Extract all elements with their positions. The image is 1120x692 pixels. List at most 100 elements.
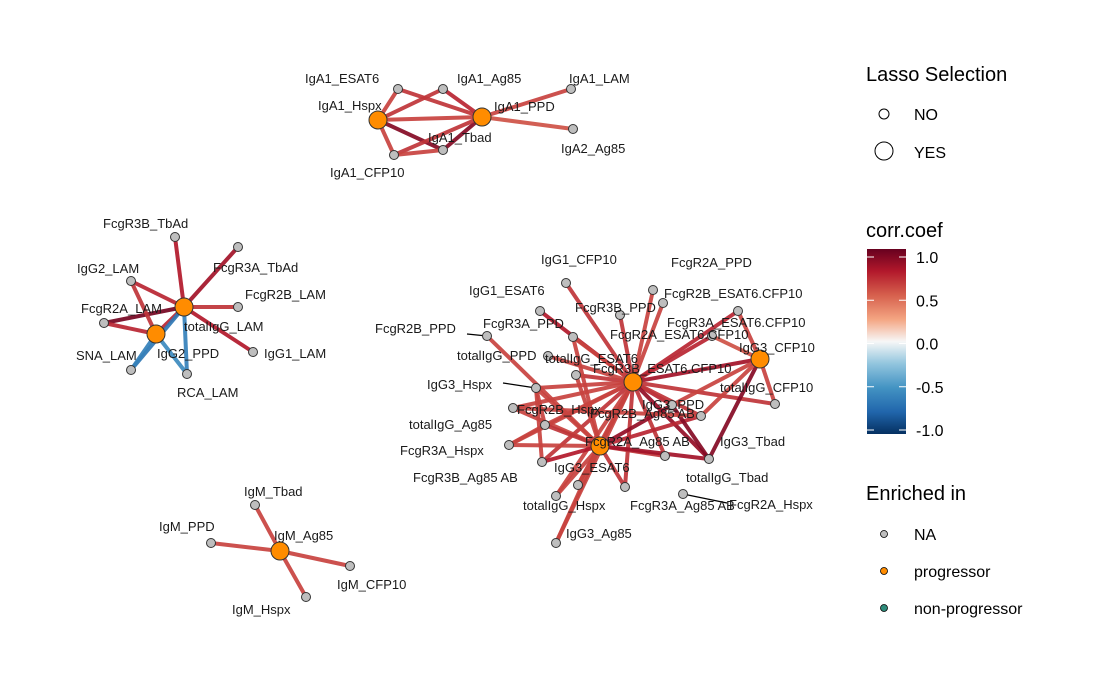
node-igg3-tbad[interactable] bbox=[704, 454, 714, 464]
edge-fcgr3b-esat6-cfp10--fcgr3a-ppd bbox=[571, 335, 635, 384]
edge-fcgr2a-ag85-ab--totaligg-hspx bbox=[554, 444, 602, 498]
node-fcgr3a-ag85-ab[interactable] bbox=[620, 482, 630, 492]
node-totaligg-cfp10[interactable] bbox=[770, 399, 780, 409]
node-fcgr2a-ag85-ab[interactable] bbox=[590, 436, 610, 456]
node-igg1-lam[interactable] bbox=[248, 347, 258, 357]
node-igm-tbad[interactable] bbox=[250, 500, 260, 510]
edge-iga1-cfp10--iga1-tbad bbox=[392, 148, 445, 157]
node-totaligg-lam[interactable] bbox=[174, 297, 194, 317]
legend: Lasso Selection NO YES corr.coef 1.0 0.5 0… bbox=[866, 64, 1023, 618]
node-igm-cfp10[interactable] bbox=[345, 561, 355, 571]
node-fcgr2a-lam[interactable] bbox=[99, 318, 109, 328]
node-iga1-ag85[interactable] bbox=[438, 84, 448, 94]
enriched-non-progressor-key bbox=[880, 604, 888, 612]
edge-igg3-cfp10--igg3-tbad bbox=[707, 357, 762, 461]
edge-fcgr3b-esat6-cfp10--fcgr3b-ppd bbox=[618, 313, 635, 384]
node-label-totaligg-cfp10: totalIgG_CFP10 bbox=[720, 380, 813, 395]
node-fcgr3a-tbad[interactable] bbox=[233, 242, 243, 252]
node-label-fcgr3a-esat6-cfp10: FcgR3A_ESAT6.CFP10 bbox=[667, 315, 805, 330]
node-fcgr3a-ppd[interactable] bbox=[568, 332, 578, 342]
node-igg3-cfp10[interactable] bbox=[750, 349, 770, 369]
node-label-totaligg-ag85: totalIgG_Ag85 bbox=[409, 417, 492, 432]
lasso-no-label: NO bbox=[914, 107, 938, 124]
edge-fcgr2a-ag85-ab--igg3-esat6 bbox=[540, 444, 602, 464]
node-igm-hspx[interactable] bbox=[301, 592, 311, 602]
edge-igg3-esat6--igg3-hspx bbox=[534, 386, 544, 464]
edge-iga1-hspx--iga1-ag85 bbox=[376, 87, 445, 122]
node-sna-lam[interactable] bbox=[126, 365, 136, 375]
node-iga1-cfp10[interactable] bbox=[389, 150, 399, 160]
node-fcgr2a-esat6-cfp10[interactable] bbox=[707, 331, 717, 341]
lasso-legend-title: Lasso Selection bbox=[866, 64, 1007, 86]
node-fcgr3b-ag85-ab[interactable] bbox=[573, 480, 583, 490]
enriched-legend-title: Enriched in bbox=[866, 483, 966, 505]
edge-igg3-cfp10--igg3-ppd bbox=[670, 357, 762, 407]
node-fcgr2b-hspx[interactable] bbox=[540, 420, 550, 430]
edge-fcgr2a-ag85-ab--igg3-tbad bbox=[598, 444, 711, 461]
edge-fcgr3b-esat6-cfp10--igg3-esat6 bbox=[540, 380, 635, 464]
node-iga2-ag85[interactable] bbox=[568, 124, 578, 134]
node-totaligg-ppd[interactable] bbox=[543, 351, 553, 361]
node-label-igm-ag85: IgM_Ag85 bbox=[274, 528, 333, 543]
node-igg1-esat6[interactable] bbox=[535, 306, 545, 316]
edge-fcgr3b-esat6-cfp10--fcgr2b-esat6-cfp10 bbox=[631, 301, 665, 384]
node-iga1-tbad[interactable] bbox=[438, 145, 448, 155]
node-fcgr2b-lam[interactable] bbox=[233, 302, 243, 312]
node-igg2-lam[interactable] bbox=[126, 276, 136, 286]
node-fcgr2b-esat6-cfp10[interactable] bbox=[658, 298, 668, 308]
edge-fcgr3b-esat6-cfp10--igg3-tbad bbox=[631, 380, 711, 461]
node-totaligg-esat6[interactable] bbox=[571, 370, 581, 380]
node-totaligg-ag85[interactable] bbox=[508, 403, 518, 413]
edge-igg2-ppd--igg2-lam bbox=[129, 279, 158, 336]
node-label-fcgr3b-ppd: FcgR3B_PPD bbox=[575, 300, 656, 315]
node-rca-lam[interactable] bbox=[182, 369, 192, 379]
node-fcgr3b-esat6-cfp10[interactable] bbox=[623, 372, 643, 392]
node-fcgr3b-ppd[interactable] bbox=[615, 310, 625, 320]
node-label-fcgr2b-lam: FcgR2B_LAM bbox=[245, 287, 326, 302]
node-igg3-ag85[interactable] bbox=[551, 538, 561, 548]
node-igm-ppd[interactable] bbox=[206, 538, 216, 548]
edge-layer bbox=[102, 87, 777, 599]
corr-colorbar bbox=[867, 249, 906, 434]
node-label-igm-hspx: IgM_Hspx bbox=[232, 602, 291, 617]
node-igg3-ppd[interactable] bbox=[667, 400, 677, 410]
edge-iga1-ppd--iga1-lam bbox=[480, 87, 573, 119]
node-fcgr2b-ag85-ab[interactable] bbox=[696, 411, 706, 421]
node-label-totaligg-esat6: totalIgG_ESAT6 bbox=[545, 351, 638, 366]
node-fcgr2a-ppd[interactable] bbox=[648, 285, 658, 295]
node-totaligg-tbad[interactable] bbox=[660, 451, 670, 461]
node-label-igg1-lam: IgG1_LAM bbox=[264, 346, 326, 361]
node-iga1-lam[interactable] bbox=[566, 84, 576, 94]
corr-colorbar-ticks: 1.0 0.5 0.0 -0.5 -1.0 bbox=[867, 250, 944, 440]
enriched-progressor-key bbox=[880, 567, 888, 575]
node-label-igg3-tbad: IgG3_Tbad bbox=[720, 434, 785, 449]
node-igg1-cfp10[interactable] bbox=[561, 278, 571, 288]
node-igg3-esat6[interactable] bbox=[537, 457, 547, 467]
edge-totaligg-lam--fcgr3b-tbad bbox=[173, 235, 186, 309]
edge-fcgr3b-esat6-cfp10--igg1-cfp10 bbox=[564, 281, 635, 384]
node-iga1-ppd[interactable] bbox=[472, 107, 492, 127]
edge-iga1-hspx--iga1-ppd bbox=[376, 115, 484, 122]
node-layer bbox=[99, 84, 780, 602]
node-fcgr3a-hspx[interactable] bbox=[504, 440, 514, 450]
node-fcgr2b-ppd[interactable] bbox=[482, 331, 492, 341]
node-fcgr2a-hspx[interactable] bbox=[678, 489, 688, 499]
node-iga1-hspx[interactable] bbox=[368, 110, 388, 130]
edge-fcgr3b-esat6-cfp10--fcgr2a-ppd bbox=[631, 288, 655, 384]
edge-iga1-ppd--iga1-cfp10 bbox=[392, 115, 484, 157]
node-label-fcgr3b-tbad: FcgR3B_TbAd bbox=[103, 216, 188, 231]
node-totaligg-hspx[interactable] bbox=[551, 491, 561, 501]
node-igg2-ppd[interactable] bbox=[146, 324, 166, 344]
edge-fcgr2a-ag85-ab--igg3-ag85 bbox=[554, 444, 602, 545]
node-iga1-esat6[interactable] bbox=[393, 84, 403, 94]
node-igg3-hspx[interactable] bbox=[531, 383, 541, 393]
node-fcgr3b-tbad[interactable] bbox=[170, 232, 180, 242]
leader-igg3-hspx bbox=[502, 382, 537, 389]
edge-igm-ag85--igm-cfp10 bbox=[278, 549, 352, 568]
node-label-igg3-hspx: IgG3_Hspx bbox=[427, 377, 493, 392]
node-fcgr3a-esat6-cfp10[interactable] bbox=[733, 306, 743, 316]
enriched-na-label: NA bbox=[914, 527, 937, 544]
edge-fcgr2a-ag85-ab--igg3-ppd bbox=[598, 403, 674, 448]
node-igm-ag85[interactable] bbox=[270, 541, 290, 561]
node-label-igm-cfp10: IgM_CFP10 bbox=[337, 577, 406, 592]
